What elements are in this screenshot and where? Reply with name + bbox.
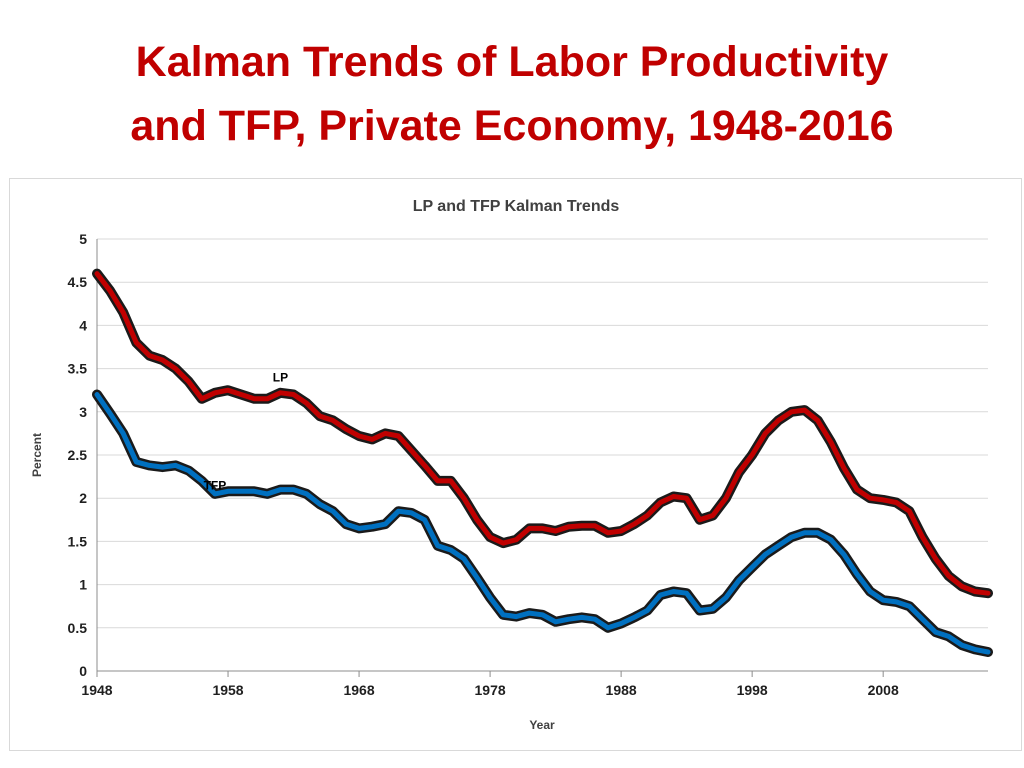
line-chart: LP and TFP Kalman Trends 0 0.5 1 1.5 2 2.5 3 3.… [30, 198, 993, 732]
tfp-series-label: TFP [204, 479, 227, 493]
y-tick-label: 2 [79, 490, 87, 506]
slide-title-line-1: Kalman Trends of Labor Productivity [135, 38, 889, 86]
lp-series-line [94, 271, 991, 596]
slide-title-line-2: and TFP, Private Economy, 1948-2016 [130, 102, 894, 150]
y-tick-label: 1.5 [68, 533, 88, 549]
series-labels: LP TFP [204, 371, 289, 493]
y-tick-label: 4.5 [68, 274, 88, 290]
x-tick-label: 1958 [212, 682, 243, 698]
tfp-series-line [94, 392, 991, 655]
lp-series-label: LP [273, 371, 288, 385]
x-tick-label: 1988 [606, 682, 637, 698]
y-tick-label: 5 [79, 231, 87, 247]
x-tick-label: 2008 [868, 682, 899, 698]
y-axis-title: Percent [30, 433, 44, 477]
gridlines [97, 238, 988, 629]
y-tick-label: 3.5 [68, 361, 88, 377]
x-tick-label: 1948 [81, 682, 112, 698]
x-tick-label: 1998 [737, 682, 768, 698]
x-tick-label: 1968 [343, 682, 374, 698]
y-tick-label: 2.5 [68, 447, 88, 463]
chart-frame: LP and TFP Kalman Trends 0 0.5 1 1.5 2 2.5 3 3.… [9, 178, 1022, 751]
chart-title: LP and TFP Kalman Trends [413, 198, 620, 215]
series-lines [92, 268, 993, 657]
slide-title: Kalman Trends of Labor Productivity and … [0, 30, 1024, 158]
y-tick-label: 4 [79, 317, 87, 333]
y-tick-label: 3 [79, 404, 87, 420]
lp-series-outline [92, 268, 993, 599]
axes: 0 0.5 1 1.5 2 2.5 3 3.5 4 4.5 5 1948 1958 1968 1978 198… [68, 231, 988, 698]
y-tick-label: 1 [79, 577, 87, 593]
x-tick-label: 1978 [475, 682, 506, 698]
y-tick-label: 0 [79, 663, 87, 679]
y-tick-label: 0.5 [68, 620, 88, 636]
x-axis-title: Year [529, 718, 555, 732]
